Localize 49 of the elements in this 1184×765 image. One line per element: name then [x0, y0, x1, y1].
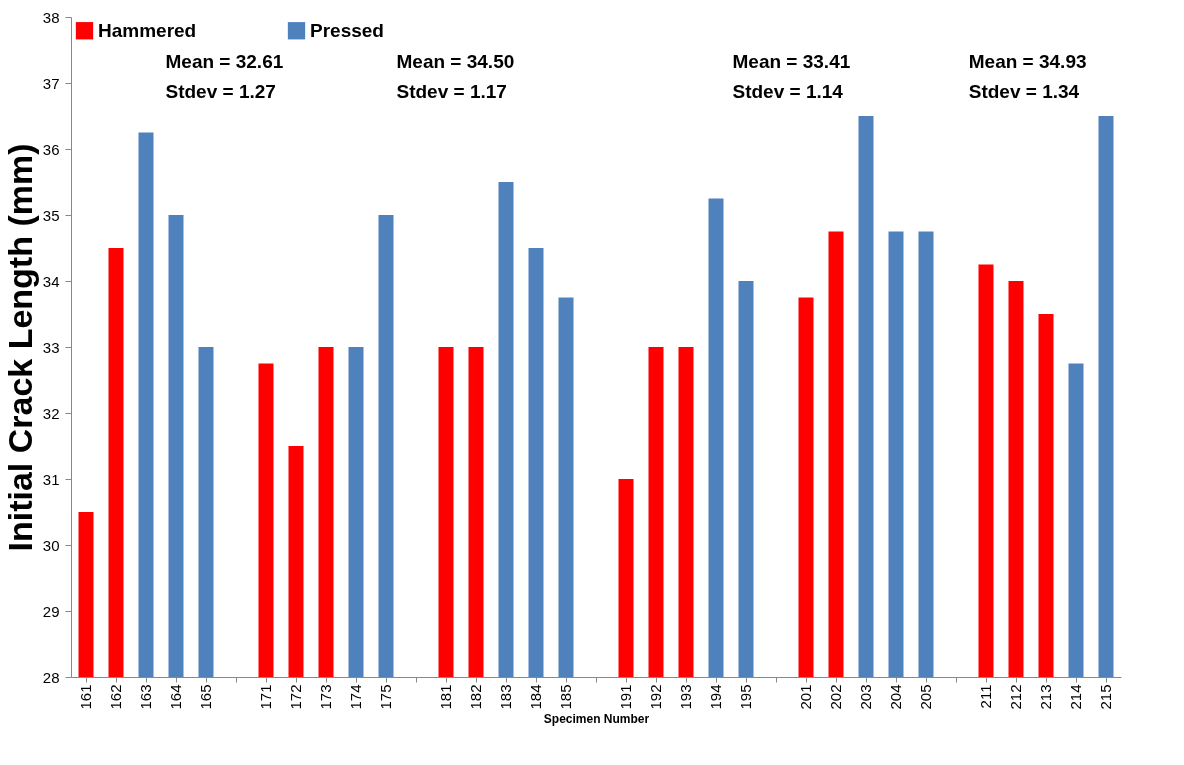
x-tick-label: 213: [1037, 684, 1054, 710]
x-tick-label: 173: [317, 684, 334, 710]
x-tick-label: 163: [137, 684, 154, 710]
legend-label: Hammered: [98, 19, 197, 41]
x-tick-label: 212: [1007, 684, 1024, 710]
x-tick-label: 162: [107, 684, 124, 710]
x-tick-label: 172: [287, 684, 304, 710]
x-tick-label: 182: [467, 684, 484, 710]
x-tick-label: 181: [437, 684, 454, 710]
x-tick-label: 193: [677, 684, 694, 710]
y-tick-label: 36: [42, 140, 60, 158]
y-tick-label: 38: [42, 8, 60, 26]
y-tick-label: 32: [42, 404, 60, 422]
x-tick-label: 164: [167, 684, 184, 710]
y-axis-title: Initial Crack Length (mm): [0, 143, 39, 552]
annotation: Mean = 34.93 Stdev = 1.34: [968, 51, 1087, 102]
x-tick-label: 171: [257, 684, 274, 710]
x-tick-label: 185: [557, 684, 574, 710]
y-tick-label: 29: [42, 602, 60, 620]
x-tick-label: 215: [1097, 684, 1114, 710]
x-tick-label: 161: [77, 684, 94, 710]
legend-label: Pressed: [310, 19, 384, 41]
x-tick-label: 175: [377, 684, 394, 710]
y-tick-label: 31: [42, 470, 60, 488]
x-tick-label: 203: [857, 684, 874, 710]
x-tick-label: 183: [497, 684, 514, 710]
x-tick-label: 192: [647, 684, 664, 710]
y-tick-label: 35: [42, 206, 60, 224]
annotation: Mean = 32.61 Stdev = 1.27: [165, 51, 284, 102]
y-tick-label: 28: [42, 668, 60, 686]
x-tick-label: 201: [797, 684, 814, 710]
y-tick-label: 37: [42, 74, 60, 92]
y-tick-label: 30: [42, 536, 60, 554]
x-tick-label: 194: [707, 684, 724, 710]
x-tick-label: 165: [197, 684, 214, 710]
x-axis-title: Specimen Number: [543, 711, 650, 726]
x-tick-label: 184: [527, 684, 544, 710]
x-tick-label: 195: [737, 684, 754, 710]
y-tick-label: 33: [42, 338, 60, 356]
x-tick-label: 205: [917, 684, 934, 710]
x-tick-label: 204: [887, 684, 904, 710]
x-tick-label: 211: [977, 684, 994, 709]
annotation: Mean = 33.41 Stdev = 1.14: [732, 51, 851, 102]
annotation: Mean = 34.50 Stdev = 1.17: [396, 51, 515, 102]
x-tick-label: 214: [1067, 684, 1084, 710]
x-tick-label: 202: [827, 684, 844, 710]
x-tick-label: 191: [617, 684, 634, 710]
y-tick-label: 34: [42, 272, 60, 290]
x-tick-label: 174: [347, 684, 364, 710]
